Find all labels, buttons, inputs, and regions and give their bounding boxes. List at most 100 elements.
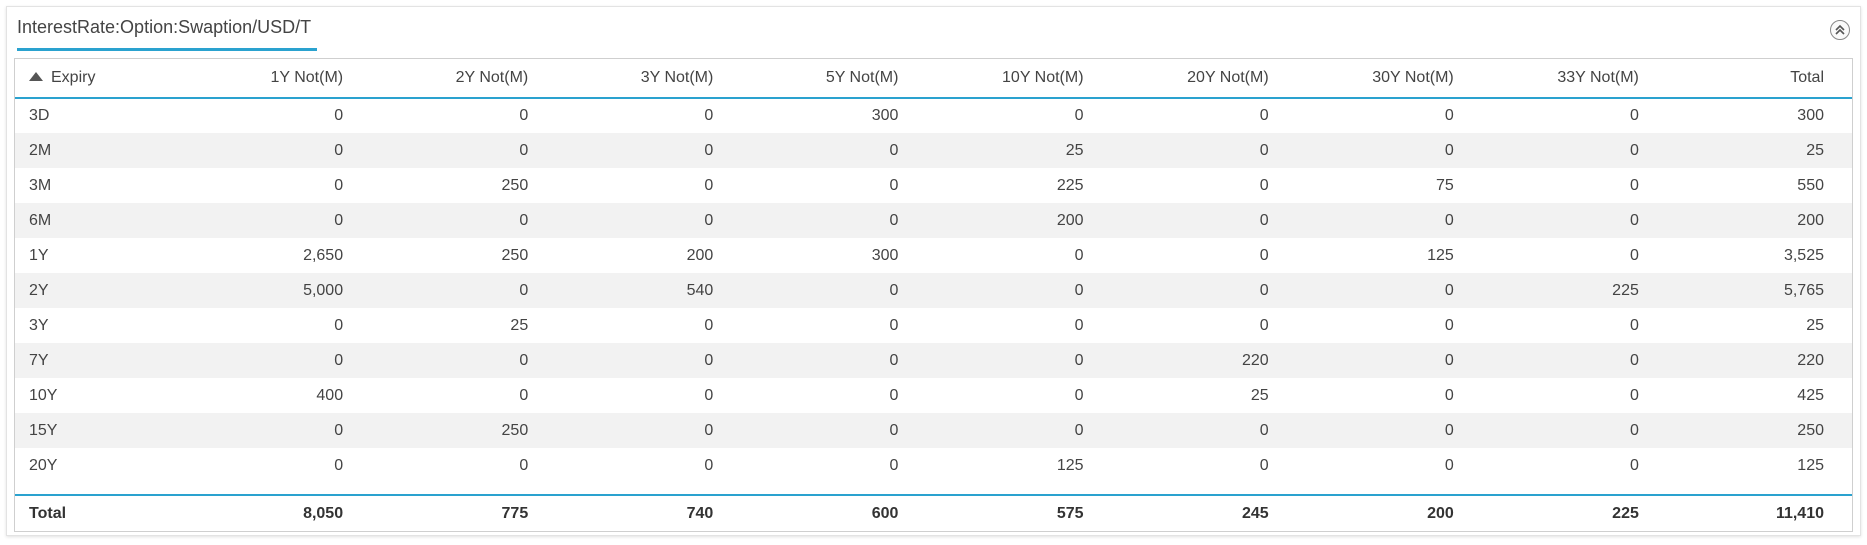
notional-cell: 25 [1806,141,1824,159]
notional-cell: 0 [1444,421,1454,439]
notional-cell: 0 [519,386,529,404]
sort-ascending-icon [29,72,43,81]
notional-cell: 0 [704,211,714,229]
notional-cell: 0 [1074,246,1084,264]
notional-cell: 0 [1074,107,1084,124]
notional-cell: 220 [1797,351,1824,369]
notional-cell: 0 [889,176,899,194]
notional-cell: 0 [1629,316,1639,334]
notional-cell: 200 [686,246,714,264]
notional-cell: 0 [1444,351,1454,369]
table-row[interactable]: 6M 0 0 0 0 200 0 0 0 200 [15,203,1852,238]
notional-cell: 0 [334,351,344,369]
column-header-33y[interactable]: 33Y Not(M) [1481,59,1667,99]
column-header-2y[interactable]: 2Y Not(M) [371,59,557,99]
table-row[interactable]: 7Y 0 0 0 0 0 220 0 0 220 [15,343,1852,378]
notional-cell: 5,000 [303,281,344,299]
notional-cell: 0 [334,107,344,124]
column-header-total[interactable]: Total [1666,59,1852,99]
total-cell: 775 [371,494,557,531]
notional-cell: 0 [1074,386,1084,404]
notional-cell: 0 [1259,176,1269,194]
table-row[interactable]: 3D 0 0 0 300 0 0 0 0 300 [15,98,1852,133]
column-header-3y[interactable]: 3Y Not(M) [556,59,742,99]
notional-cell: 0 [1629,351,1639,369]
notional-cell: 25 [1065,141,1084,159]
notional-cell: 0 [334,316,344,334]
column-header-20y[interactable]: 20Y Not(M) [1111,59,1297,99]
notional-cell: 0 [1629,246,1639,264]
column-header-5y[interactable]: 5Y Not(M) [741,59,927,99]
notional-cell: 0 [1444,316,1454,334]
notional-cell: 0 [1629,421,1639,439]
expiry-cell: 6M [29,211,52,229]
collapse-up-icon [1835,24,1845,35]
total-cell: 600 [741,494,927,531]
notional-cell: 0 [1444,456,1454,474]
column-header-expiry[interactable]: Expiry [15,59,186,99]
notional-cell: 125 [1797,456,1824,474]
table-row[interactable]: 1Y 2,650 250 200 300 0 0 125 0 3,525 [15,238,1852,273]
table-row[interactable]: 3M 0 250 0 0 225 0 75 0 550 [15,168,1852,203]
table-row[interactable]: 2M 0 0 0 0 25 0 0 0 25 [15,133,1852,168]
header-row: Expiry 1Y Not(M) 2Y Not(M) 3Y Not(M) 5Y … [15,59,1852,99]
notional-cell: 0 [704,421,714,439]
expiry-cell: 2Y [29,281,49,299]
total-cell: 8,050 [186,494,372,531]
notional-cell: 0 [1444,141,1454,159]
notional-cell: 250 [501,421,529,439]
notional-cell: 0 [704,456,714,474]
total-cell: 225 [1481,494,1667,531]
notional-cell: 125 [1427,246,1454,264]
notional-cell: 75 [1435,176,1454,194]
notional-cell: 25 [1250,386,1269,404]
data-grid: Expiry 1Y Not(M) 2Y Not(M) 3Y Not(M) 5Y … [14,58,1853,532]
notional-cell: 300 [1797,107,1824,124]
notional-cell: 550 [1797,176,1824,194]
notional-cell: 540 [686,281,714,299]
notional-cell: 0 [519,141,529,159]
notional-cell: 0 [1629,211,1639,229]
notional-cell: 0 [1074,281,1084,299]
notional-cell: 0 [519,281,529,299]
column-header-1y[interactable]: 1Y Not(M) [186,59,372,99]
notional-cell: 0 [1259,421,1269,439]
column-header-30y[interactable]: 30Y Not(M) [1296,59,1482,99]
notional-cell: 0 [1259,211,1269,229]
panel-title[interactable]: InterestRate:Option:Swaption/USD/T [17,17,318,51]
table-row[interactable]: 15Y 0 250 0 0 0 0 0 0 250 [15,413,1852,448]
notional-cell: 0 [889,316,899,334]
notional-cell: 0 [889,421,899,439]
notional-cell: 0 [334,141,344,159]
notional-cell: 0 [1629,386,1639,404]
expiry-cell: 10Y [29,386,58,404]
notional-cell: 0 [519,211,529,229]
notional-cell: 2,650 [303,246,344,264]
table-row[interactable]: 20Y 0 0 0 0 125 0 0 0 125 [15,448,1852,483]
notional-cell: 0 [334,211,344,229]
spacer-row [15,483,1852,495]
notional-cell: 0 [1259,246,1269,264]
notional-cell: 0 [889,456,899,474]
total-cell: 200 [1296,494,1482,531]
table-row[interactable]: 10Y 400 0 0 0 0 25 0 0 425 [15,378,1852,413]
column-header-10y[interactable]: 10Y Not(M) [926,59,1112,99]
notional-cell: 400 [316,386,344,404]
notional-cell: 0 [519,456,529,474]
total-cell: 740 [556,494,742,531]
notional-cell: 125 [1056,456,1084,474]
table-body: 3D 0 0 0 300 0 0 0 0 300 2M 0 0 0 0 25 0 0 0 25 3M 0 250 0 0 225 0… [15,98,1852,495]
table-row[interactable]: 2Y 5,000 0 540 0 0 0 0 225 5,765 [15,273,1852,308]
expiry-cell: 15Y [29,421,58,439]
total-cell: 245 [1111,494,1297,531]
panel-header: InterestRate:Option:Swaption/USD/T [7,7,1860,52]
table-row[interactable]: 3Y 0 25 0 0 0 0 0 0 25 [15,308,1852,343]
notional-cell: 0 [1629,107,1639,124]
notional-cell: 0 [519,107,529,124]
column-header-label: Expiry [51,69,96,86]
notional-cell: 0 [1259,456,1269,474]
expiry-cell: 1Y [29,246,49,264]
notional-cell: 0 [1074,316,1084,334]
collapse-button[interactable] [1830,20,1850,40]
notional-cell: 425 [1797,386,1824,404]
